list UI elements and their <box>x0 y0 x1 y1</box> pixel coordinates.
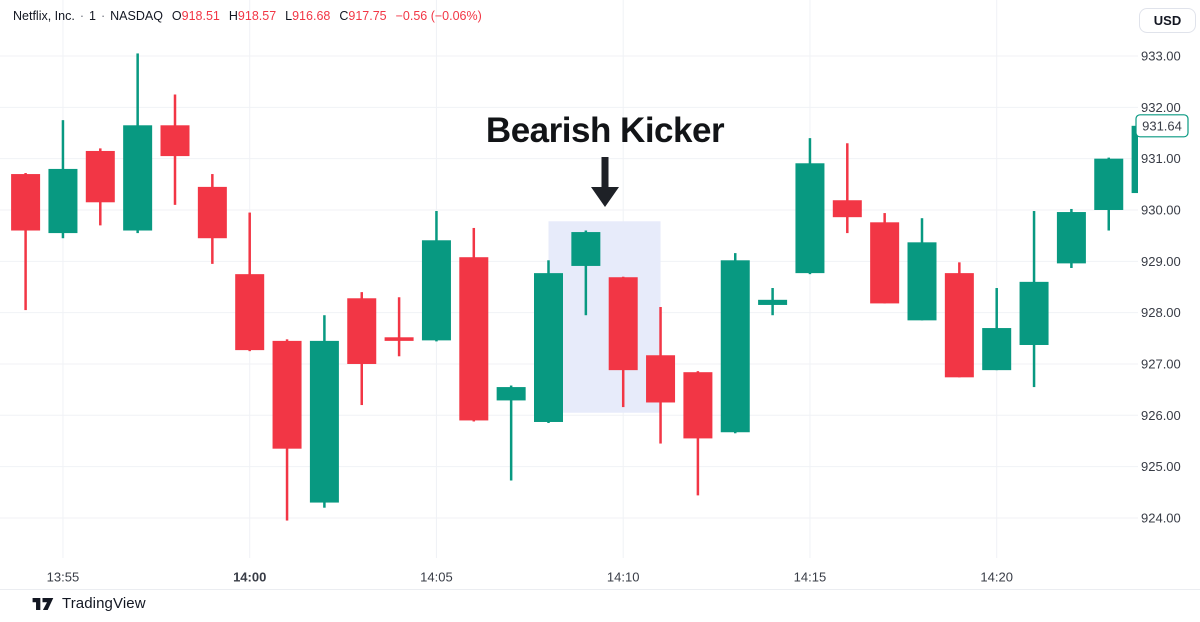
candle-14:21 <box>1019 211 1049 388</box>
open-value: O918.51 <box>171 9 220 23</box>
pattern-highlight <box>548 221 661 413</box>
change-value: −0.56 (−0.06%) <box>395 9 482 23</box>
time-tick-label: 14:00 <box>233 570 266 585</box>
symbol-legend: Netflix, Inc. · 1 · NASDAQ O918.51 H918.… <box>13 8 482 24</box>
symbol-name[interactable]: Netflix, Inc. <box>13 9 75 23</box>
price-tick-label: 932.00 <box>1141 100 1181 115</box>
last-price-badge: 931.64 <box>1135 114 1189 138</box>
tradingview-brand[interactable]: TradingView <box>62 595 146 612</box>
price-tick-label: 929.00 <box>1141 254 1181 269</box>
time-tick-label: 14:05 <box>420 570 453 585</box>
time-tick-label: 14:10 <box>607 570 640 585</box>
currency-button[interactable]: USD <box>1139 8 1196 33</box>
exchange-name: NASDAQ <box>110 9 163 23</box>
candle-14:18 <box>907 218 937 321</box>
candle-14:09 <box>571 230 601 316</box>
candle-14:22 <box>1056 208 1086 268</box>
price-tick-label: 925.00 <box>1141 459 1181 474</box>
candle-14:08 <box>534 260 563 424</box>
price-tick-label: 926.00 <box>1141 408 1181 423</box>
candle-14:14 <box>758 288 788 316</box>
price-axis[interactable]: 933.00 932.00 931.00 930.00 929.00 928.00 927.… <box>1135 49 1189 526</box>
candle-13:59 <box>197 174 227 264</box>
candle-14:16 <box>832 143 862 234</box>
price-tick-label: 931.00 <box>1141 151 1181 166</box>
candle-13:56 <box>85 148 115 226</box>
candle-14:17 <box>870 213 900 304</box>
candle-14:06 <box>459 227 489 422</box>
candle-14:00 <box>235 212 265 352</box>
candle-13:57 <box>123 53 153 234</box>
candle-14:23 <box>1094 157 1124 231</box>
time-tick-label: 14:15 <box>794 570 827 585</box>
candle-13:55 <box>48 120 78 239</box>
candle-14:03 <box>347 292 377 406</box>
candle-14:24 <box>1131 125 1138 194</box>
candle-14:19 <box>944 262 974 378</box>
time-tick-label: 14:20 <box>980 570 1013 585</box>
interval-value[interactable]: 1 <box>89 9 96 23</box>
last-price-value: 931.64 <box>1142 118 1182 133</box>
low-value: L916.68 <box>285 9 331 23</box>
time-axis[interactable]: 13:55 14:00 14:05 14:10 14:15 14:20 <box>47 570 1013 585</box>
candle-14:07 <box>496 385 526 481</box>
footer: TradingView <box>30 595 146 612</box>
candle-14:01 <box>272 339 302 521</box>
price-tick-label: 924.00 <box>1141 510 1181 525</box>
legend-separator: · <box>100 9 106 23</box>
candle-14:02 <box>309 315 339 508</box>
candle-14:05 <box>421 211 451 342</box>
time-tick-label: 13:55 <box>47 570 80 585</box>
candle-14:12 <box>683 371 713 496</box>
price-tick-label: 928.00 <box>1141 305 1181 320</box>
down-arrow-icon <box>591 157 619 207</box>
legend-separator: · <box>79 9 84 23</box>
candle-14:10 <box>608 276 638 408</box>
price-tick-label: 927.00 <box>1141 356 1181 371</box>
tradingview-logo-icon[interactable] <box>30 596 55 612</box>
price-tick-label: 930.00 <box>1141 202 1181 217</box>
candles <box>11 53 1138 521</box>
price-tick-label: 933.00 <box>1141 49 1181 64</box>
candle-14:11 <box>646 307 676 444</box>
annotation-label: Bearish Kicker <box>485 111 725 150</box>
candle-14:15 <box>795 138 825 275</box>
high-value: H918.57 <box>228 9 277 23</box>
candle-14:20 <box>982 288 1012 371</box>
close-value: C917.75 <box>339 9 387 23</box>
candle-14:13 <box>720 253 750 434</box>
candle-13:58 <box>160 94 190 205</box>
candle-13:54 <box>11 173 41 311</box>
candle-14:04 <box>384 297 414 357</box>
